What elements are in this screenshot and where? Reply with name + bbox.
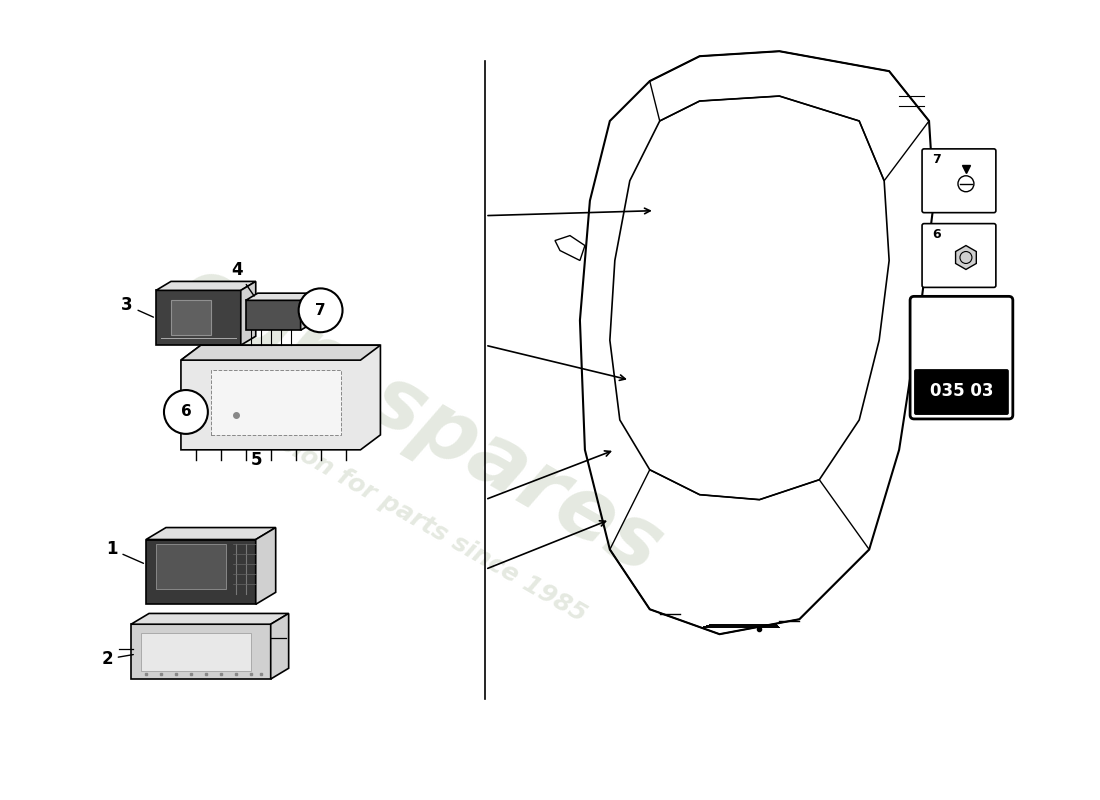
Circle shape bbox=[164, 390, 208, 434]
Bar bbox=[156, 545, 226, 590]
Polygon shape bbox=[255, 527, 276, 604]
FancyBboxPatch shape bbox=[910, 296, 1013, 419]
Text: 2: 2 bbox=[101, 650, 133, 668]
Bar bbox=[170, 300, 211, 335]
Text: 5: 5 bbox=[251, 450, 262, 469]
Text: 7: 7 bbox=[932, 153, 940, 166]
FancyBboxPatch shape bbox=[922, 149, 996, 213]
Bar bbox=[211, 370, 341, 435]
Polygon shape bbox=[300, 293, 312, 330]
Text: 7: 7 bbox=[316, 303, 326, 318]
Text: a passion for parts since 1985: a passion for parts since 1985 bbox=[210, 393, 591, 626]
Text: eurospares: eurospares bbox=[164, 248, 676, 592]
Text: 4: 4 bbox=[231, 262, 254, 296]
Text: 6: 6 bbox=[932, 227, 940, 241]
Polygon shape bbox=[131, 624, 271, 679]
Polygon shape bbox=[245, 293, 312, 300]
Polygon shape bbox=[156, 290, 241, 345]
Text: 035 03: 035 03 bbox=[930, 382, 993, 400]
Polygon shape bbox=[245, 300, 300, 330]
Circle shape bbox=[298, 288, 342, 332]
Polygon shape bbox=[146, 539, 255, 604]
Polygon shape bbox=[956, 246, 977, 270]
Polygon shape bbox=[146, 527, 276, 539]
Polygon shape bbox=[271, 614, 288, 679]
Polygon shape bbox=[180, 345, 381, 450]
FancyBboxPatch shape bbox=[922, 224, 996, 287]
Text: 1: 1 bbox=[106, 541, 143, 563]
Polygon shape bbox=[241, 282, 255, 345]
FancyBboxPatch shape bbox=[914, 369, 1009, 415]
Polygon shape bbox=[180, 345, 381, 360]
Polygon shape bbox=[156, 282, 255, 290]
Polygon shape bbox=[131, 614, 288, 624]
Text: 6: 6 bbox=[180, 405, 191, 419]
Bar bbox=[141, 633, 251, 671]
Text: 3: 3 bbox=[121, 296, 154, 317]
